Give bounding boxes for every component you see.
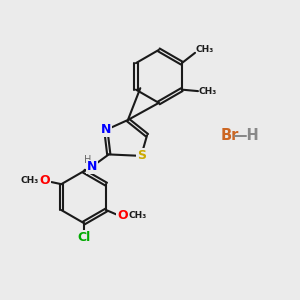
Text: O: O bbox=[40, 174, 50, 187]
Text: CH₃: CH₃ bbox=[21, 176, 39, 185]
Text: CH₃: CH₃ bbox=[195, 45, 214, 54]
Text: H: H bbox=[85, 155, 92, 165]
Text: O: O bbox=[117, 209, 128, 223]
Text: N: N bbox=[86, 160, 97, 173]
Text: S: S bbox=[137, 149, 146, 162]
Text: Br: Br bbox=[220, 128, 239, 143]
Text: N: N bbox=[100, 124, 111, 136]
Text: Cl: Cl bbox=[77, 231, 90, 244]
Text: CH₃: CH₃ bbox=[198, 87, 217, 96]
Text: —H: —H bbox=[232, 128, 259, 143]
Text: CH₃: CH₃ bbox=[129, 212, 147, 220]
